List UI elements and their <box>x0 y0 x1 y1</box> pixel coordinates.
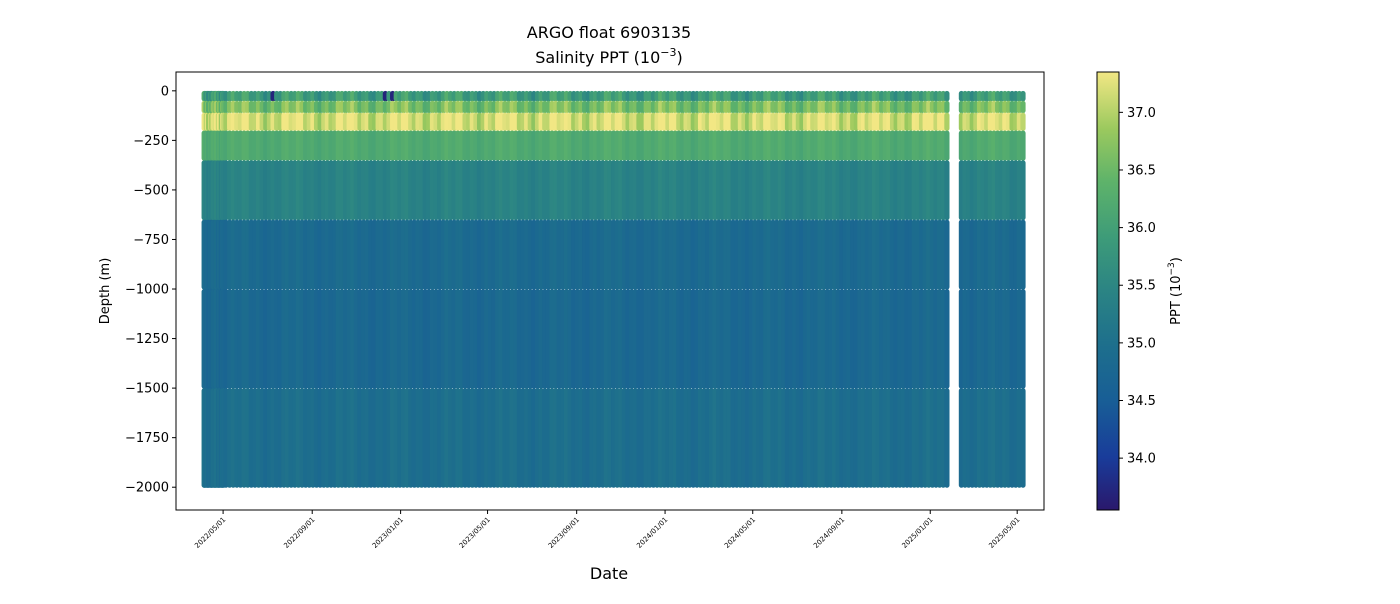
chart-subtitle-main: Salinity PPT (10 <box>535 48 660 67</box>
colorbar-label-exponent: −3 <box>1167 262 1177 275</box>
profile-243-segment-2 <box>1020 100 1026 114</box>
x-tick-label-4: 2023/05/01 <box>458 516 492 550</box>
profile-243-segment-8 <box>1020 388 1026 488</box>
chart-subtitle-exponent: −3 <box>660 46 676 59</box>
colorbar <box>1096 71 1120 511</box>
profile-225-segment-1 <box>944 90 950 102</box>
y-axis: 0 −250 −500 −750 −1000 −1250 −1500 −1750 −2000 <box>125 84 176 496</box>
profile-243-segment-7 <box>1020 289 1026 389</box>
x-axis: 2022/05/01 2022/09/01 2023/01/01 2023/05/01… <box>193 510 1022 550</box>
profile-225-segment-4 <box>944 130 950 161</box>
profile-225 <box>944 90 950 488</box>
y-tick-label-5: −1000 <box>125 283 169 298</box>
colorbar-tick-label-3: 35.0 <box>1127 336 1156 351</box>
colorbar-tick-label-4: 35.5 <box>1127 279 1156 294</box>
x-tick-label-5: 2023/09/01 <box>547 516 581 550</box>
y-tick-label-2: −250 <box>133 134 169 149</box>
colorbar-tick-label-7: 37.0 <box>1127 106 1156 121</box>
profiles-layer <box>201 90 1026 488</box>
y-tick-label-7: −1500 <box>125 382 169 397</box>
profile-225-segment-6 <box>944 219 950 290</box>
colorbar-axis: 34.0 34.5 35.0 35.5 36.0 36.5 37.0 <box>1119 106 1156 467</box>
x-tick-label-1: 2022/05/01 <box>193 516 227 550</box>
colorbar-tick-label-6: 36.5 <box>1127 163 1156 178</box>
profile-225-segment-8 <box>944 388 950 488</box>
x-tick-label-7: 2024/05/01 <box>723 516 757 550</box>
y-tick-label-8: −1750 <box>125 431 169 446</box>
x-tick-label-6: 2024/01/01 <box>635 516 669 550</box>
x-tick-label-2: 2022/09/01 <box>282 516 316 550</box>
colorbar-tick-label-1: 34.0 <box>1127 452 1156 467</box>
plot-frame <box>175 71 1045 511</box>
profile-225-segment-5 <box>944 160 950 221</box>
colorbar-tick-label-5: 36.0 <box>1127 221 1156 236</box>
chart-title: ARGO float 6903135 <box>527 23 691 42</box>
profile-243-segment-4 <box>1020 130 1026 161</box>
y-tick-label-6: −1250 <box>125 332 169 347</box>
colorbar-label: PPT (10−3) <box>1167 257 1184 325</box>
profile-225-segment-3 <box>944 112 950 132</box>
profile-243-segment-5 <box>1020 160 1026 221</box>
x-axis-label: Date <box>590 564 628 583</box>
colorbar-label-close: ) <box>1169 257 1184 262</box>
y-axis-label: Depth (m) <box>98 258 113 325</box>
chart-subtitle-close: ) <box>677 48 683 67</box>
y-tick-label-4: −750 <box>133 233 169 248</box>
y-tick-label-1: 0 <box>161 84 169 99</box>
colorbar-label-main: PPT (10 <box>1169 275 1184 324</box>
profile-243 <box>1020 90 1026 488</box>
profile-243-segment-3 <box>1020 112 1026 132</box>
y-tick-label-9: −2000 <box>125 481 169 496</box>
colorbar-tick-label-2: 34.5 <box>1127 394 1156 409</box>
profile-240 <box>1009 90 1015 488</box>
x-tick-label-9: 2025/01/01 <box>900 516 934 550</box>
profile-225-segment-2 <box>944 100 950 114</box>
x-tick-label-10: 2025/05/01 <box>987 516 1021 550</box>
profile-243-segment-6 <box>1020 219 1026 290</box>
x-tick-label-8: 2024/09/01 <box>812 516 846 550</box>
chart-subtitle: Salinity PPT (10−3) <box>535 46 683 67</box>
x-tick-label-3: 2023/01/01 <box>371 516 405 550</box>
profile-243-segment-1 <box>1020 90 1026 102</box>
y-tick-label-3: −500 <box>133 183 169 198</box>
profile-225-segment-7 <box>944 289 950 389</box>
